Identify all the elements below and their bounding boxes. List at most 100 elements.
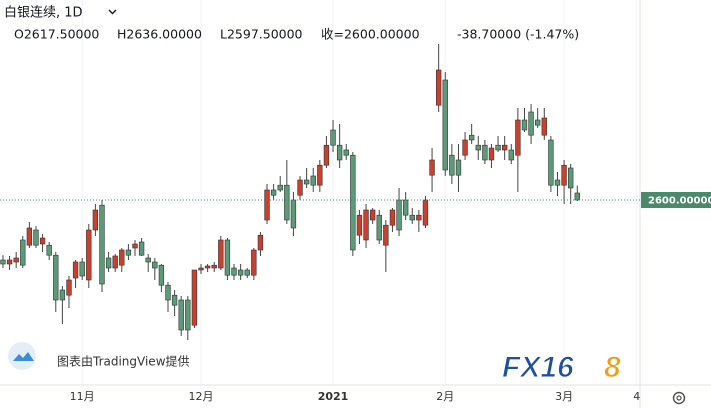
candle-body (422, 199, 429, 226)
candle-body (416, 214, 422, 221)
legend: 白银连续, 1D O2617.50000 H2636.00000 L2597.500… (4, 5, 579, 42)
candle-body (336, 144, 343, 161)
candle-body (574, 192, 580, 201)
candle-body (33, 229, 39, 246)
candle-body (488, 147, 495, 161)
candle-body (482, 144, 488, 161)
candle-body (442, 79, 448, 171)
symbol-title: 白银连续, 1D (4, 5, 83, 21)
x-tick-label: 2021 (318, 390, 349, 403)
candle-body (515, 119, 521, 156)
candle-body (290, 199, 297, 229)
candle-body (343, 149, 349, 156)
gear-hub (676, 395, 682, 401)
candle-body (105, 257, 112, 269)
candle-body (138, 241, 145, 256)
candle-body (53, 254, 59, 301)
candle-body (297, 179, 303, 196)
candle-body (125, 249, 132, 256)
candle-body (383, 224, 389, 246)
candle-body (356, 214, 363, 236)
legend-value: L2597.50000 (220, 27, 303, 42)
candle-body (270, 189, 277, 196)
candle-body (284, 184, 290, 221)
candle-body (396, 199, 402, 231)
x-tick-label: 12月 (189, 390, 214, 403)
grid (81, 0, 638, 385)
candle-body (145, 257, 151, 263)
interval-dropdown[interactable] (108, 9, 117, 15)
candle-body (363, 209, 369, 241)
candle-body (218, 239, 224, 269)
candle-body (561, 164, 567, 186)
candle-body (204, 265, 211, 269)
logo-text: FX16 (502, 351, 574, 384)
candle-body (92, 209, 99, 231)
candle-body (224, 239, 231, 276)
candle-body (435, 69, 442, 106)
last-price: 2600.00000 (0, 192, 711, 208)
candle-body (475, 144, 481, 151)
candle-body (257, 234, 264, 251)
candle-body (317, 164, 323, 186)
candle-body (6, 259, 13, 265)
candle-body (171, 294, 178, 306)
candle-body (528, 111, 534, 136)
candle-body (191, 269, 198, 326)
legend-value: H2636.00000 (117, 27, 202, 42)
candle-body (244, 269, 250, 276)
candle-body (72, 261, 79, 279)
candle-body (119, 249, 125, 266)
candle-body (277, 184, 283, 191)
candle-body (568, 167, 574, 189)
candle-body (26, 227, 33, 246)
candle-body (211, 264, 217, 269)
candle-body (185, 299, 191, 331)
candle-body (99, 204, 105, 285)
logo: FX16 8 (502, 350, 622, 384)
candle-body (251, 249, 257, 276)
candle-body (495, 144, 501, 151)
candle-body (39, 237, 46, 245)
candle-body (59, 289, 66, 301)
legend-value: O2617.50000 (14, 27, 99, 42)
legend-value: -38.70000 (-1.47%) (457, 27, 579, 42)
logo-accent: 8 (604, 351, 621, 384)
candle-body (376, 214, 382, 241)
candle-body (521, 119, 528, 131)
x-tick-label: 11月 (70, 390, 95, 403)
settings-button[interactable] (672, 391, 686, 405)
candle-body (158, 264, 165, 286)
candle-body (112, 255, 118, 269)
candle-body (178, 299, 184, 331)
candle-body (548, 139, 554, 186)
candle-body (462, 139, 468, 156)
candle-body (429, 159, 435, 176)
candle-body (535, 119, 541, 126)
candle-body (237, 269, 244, 276)
x-tick-label: 2月 (436, 390, 454, 403)
candle-body (66, 279, 72, 296)
candle-body (449, 154, 455, 176)
candle-body (231, 267, 237, 276)
time-axis: 11月 12月 2021 2月 3月 4 (70, 390, 641, 403)
watermark: 图表由TradingView提供 (8, 342, 190, 370)
candle-body (264, 189, 270, 221)
x-tick-label: 4 (633, 390, 640, 403)
last-price-label: 2600.00000 (648, 196, 711, 207)
watermark-icon-shape (13, 352, 34, 361)
candle-body (13, 257, 19, 263)
candle-body (152, 261, 158, 269)
candle-body (389, 209, 396, 226)
candle-body (554, 179, 561, 186)
watermark-text: 图表由TradingView提供 (57, 354, 190, 369)
candle-body (303, 179, 310, 185)
candle-body (541, 117, 547, 136)
candles (0, 44, 580, 340)
candle-body (198, 267, 204, 271)
candle-body (165, 284, 171, 301)
x-tick-label: 3月 (555, 390, 573, 403)
candle-body (508, 149, 514, 161)
